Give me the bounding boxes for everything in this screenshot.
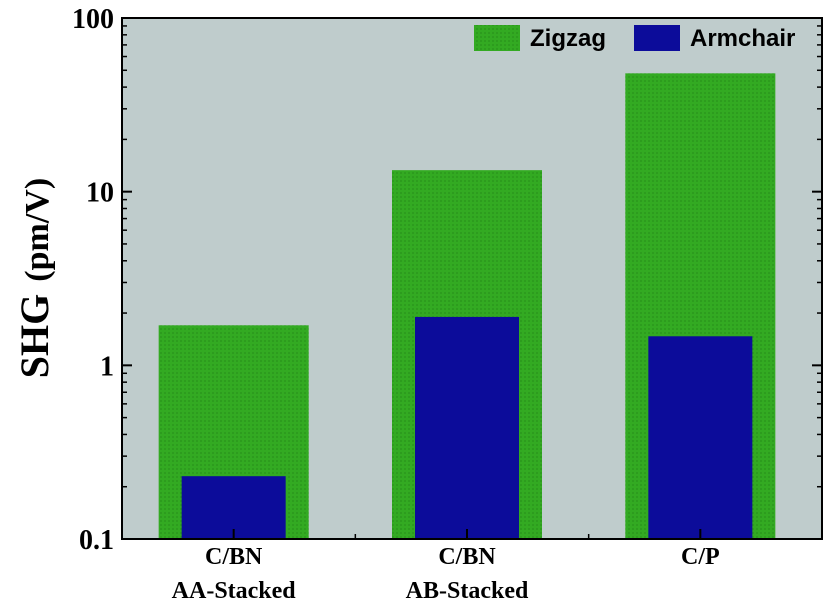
x-category-label: C/BN [438, 544, 496, 570]
x-category-label: C/BN [205, 544, 263, 570]
y-axis-title-main: SHG [12, 294, 57, 378]
zigzag-legend-swatch-texture [474, 25, 520, 51]
armchair-bar [415, 316, 519, 539]
y-tick-label: 1 [100, 351, 114, 382]
plot-frame [121, 17, 823, 540]
y-tick-label: 0.1 [79, 525, 114, 556]
x-axis-ticks [232, 529, 702, 539]
x-category-label: C/P [681, 544, 720, 570]
x-category-label: AA-Stacked [172, 578, 297, 604]
armchair-bars [181, 316, 753, 539]
x-category-label: AB-Stacked [406, 578, 529, 604]
armchair-bar [648, 336, 753, 539]
y-axis-ticks: 0.1 1 10 100 [72, 4, 822, 556]
legend: Zigzag Armchair [474, 25, 795, 52]
armchair-legend-label: Armchair [690, 25, 795, 52]
armchair-legend-swatch [634, 25, 680, 51]
y-tick-label: 100 [72, 4, 114, 35]
y-tick-label: 10 [86, 178, 114, 209]
y-axis-title: SHG (pm/V) [12, 178, 57, 378]
zigzag-legend-label: Zigzag [530, 25, 606, 52]
armchair-bar [181, 476, 286, 539]
x-axis-category-labels: C/BN AA-Stacked C/BN AB-Stacked C/P [172, 544, 720, 604]
y-axis-title-unit: (pm/V) [19, 178, 56, 282]
